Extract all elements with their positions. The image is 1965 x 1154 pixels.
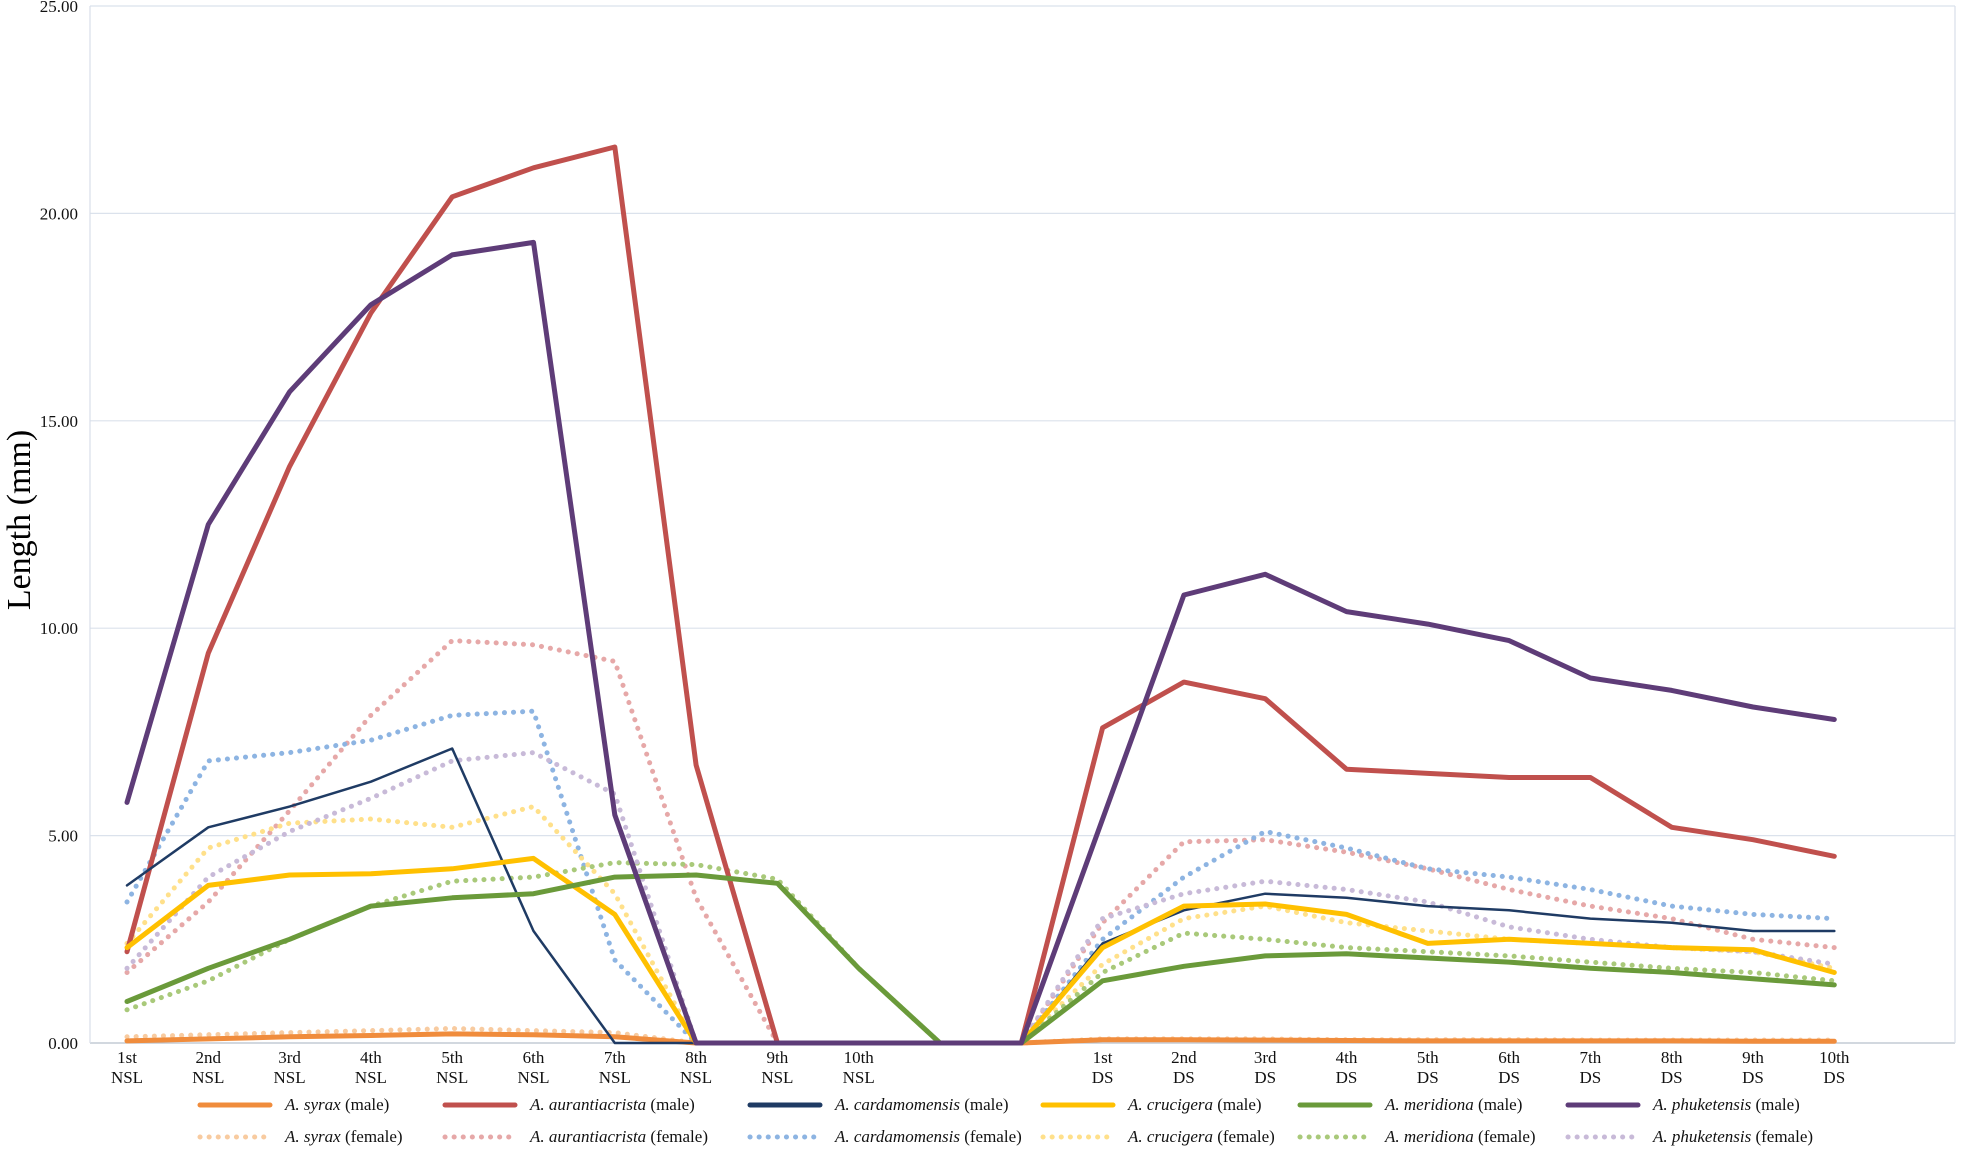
legend-label: A. cardamomensis (female): [834, 1127, 1022, 1146]
gridlines: [89, 5, 1956, 1044]
x-tick-sublabel: DS: [1742, 1068, 1764, 1087]
x-tick-label: 3rd: [1254, 1048, 1277, 1067]
legend-species: A. aurantiacrista: [529, 1127, 646, 1146]
legend-species: A. crucigera: [1127, 1095, 1213, 1114]
y-tick-label: 25.00: [40, 0, 78, 16]
x-tick-label: 3rd: [278, 1048, 301, 1067]
x-tick-sublabel: NSL: [111, 1068, 143, 1087]
legend-sex: (female): [960, 1127, 1022, 1146]
x-tick-label: 6th: [1498, 1048, 1520, 1067]
series-line-a-aurantiacrista-female: [124, 638, 1837, 1046]
legend-species: A. crucigera: [1127, 1127, 1213, 1146]
series-line-a-meridiona-female: [124, 860, 1837, 1046]
x-tick-sublabel: NSL: [843, 1068, 875, 1087]
x-tick-label: 10th: [1819, 1048, 1850, 1067]
legend-label: A. syrax (female): [284, 1127, 403, 1146]
x-tick-sublabel: DS: [1092, 1068, 1114, 1087]
x-tick-label: 8th: [685, 1048, 707, 1067]
x-tick-sublabel: DS: [1336, 1068, 1358, 1087]
y-axis-label: Length (mm): [1, 430, 38, 610]
series-lines: [124, 144, 1837, 1046]
x-tick-label: 5th: [1417, 1048, 1439, 1067]
x-tick-label: 9th: [1742, 1048, 1764, 1067]
x-tick-sublabel: NSL: [274, 1068, 306, 1087]
legend-species: A. syrax: [284, 1127, 341, 1146]
x-tick-sublabel: DS: [1254, 1068, 1276, 1087]
x-tick-label: 6th: [523, 1048, 545, 1067]
x-tick-sublabel: NSL: [192, 1068, 224, 1087]
y-tick-label: 0.00: [48, 1034, 78, 1053]
legend-label: A. crucigera (female): [1127, 1127, 1275, 1146]
legend-species: A. meridiona: [1384, 1127, 1474, 1146]
series-line-a-cardamomensis-female: [124, 708, 1837, 1046]
y-tick-label: 10.00: [40, 619, 78, 638]
legend-sex: (female): [646, 1127, 708, 1146]
legend-sex: (female): [1751, 1127, 1813, 1146]
legend-species: A. cardamomensis: [834, 1127, 960, 1146]
x-tick-sublabel: DS: [1580, 1068, 1602, 1087]
legend-label: A. crucigera (male): [1127, 1095, 1262, 1114]
legend-species: A. aurantiacrista: [529, 1095, 646, 1114]
x-tick-label: 7th: [604, 1048, 626, 1067]
x-tick-sublabel: NSL: [680, 1068, 712, 1087]
x-tick-label: 2nd: [1171, 1048, 1197, 1067]
x-tick-sublabel: NSL: [599, 1068, 631, 1087]
legend-sex: (male): [1474, 1095, 1523, 1114]
x-tick-sublabel: NSL: [355, 1068, 387, 1087]
legend-sex: (male): [1213, 1095, 1262, 1114]
x-tick-label: 7th: [1580, 1048, 1602, 1067]
y-tick-label: 5.00: [48, 827, 78, 846]
y-tick-label: 15.00: [40, 412, 78, 431]
x-tick-label: 8th: [1661, 1048, 1683, 1067]
x-tick-label: 9th: [767, 1048, 789, 1067]
x-tick-label: 4th: [1336, 1048, 1358, 1067]
x-tick-sublabel: DS: [1417, 1068, 1439, 1087]
x-tick-sublabel: DS: [1661, 1068, 1683, 1087]
legend-label: A. phuketensis (male): [1652, 1095, 1800, 1114]
x-tick-label: 1st: [1093, 1048, 1113, 1067]
legend-sex: (male): [1751, 1095, 1800, 1114]
x-tick-label: 1st: [117, 1048, 137, 1067]
series-line-a-aurantiacrista-male: [124, 144, 1837, 1046]
legend-sex: (male): [341, 1095, 390, 1114]
legend-species: A. phuketensis: [1652, 1127, 1752, 1146]
x-tick-sublabel: DS: [1823, 1068, 1845, 1087]
legend: A. syrax (male) A. aurantiacrista (male) A…: [197, 1095, 1813, 1146]
legend-sex: (female): [341, 1127, 403, 1146]
legend-sex: (female): [1474, 1127, 1536, 1146]
x-tick-sublabel: DS: [1173, 1068, 1195, 1087]
x-tick-sublabel: DS: [1498, 1068, 1520, 1087]
legend-label: A. aurantiacrista (female): [529, 1127, 708, 1146]
x-tick-label: 5th: [441, 1048, 463, 1067]
series-line-a-crucigera-male: [124, 855, 1837, 1046]
y-tick-label: 20.00: [40, 204, 78, 223]
legend-sex: (female): [1213, 1127, 1275, 1146]
x-tick-label: 2nd: [196, 1048, 222, 1067]
x-tick-sublabel: NSL: [436, 1068, 468, 1087]
legend-label: A. meridiona (male): [1384, 1095, 1522, 1114]
x-tick-label: 4th: [360, 1048, 382, 1067]
legend-label: A. meridiona (female): [1384, 1127, 1536, 1146]
legend-label: A. syrax (male): [284, 1095, 389, 1114]
legend-label: A. cardamomensis (male): [834, 1095, 1009, 1114]
legend-sex: (male): [960, 1095, 1009, 1114]
series-line-a-phuketensis-male: [124, 239, 1837, 1046]
legend-label: A. aurantiacrista (male): [529, 1095, 695, 1114]
legend-sex: (male): [646, 1095, 695, 1114]
legend-species: A. phuketensis: [1652, 1095, 1752, 1114]
x-tick-sublabel: NSL: [517, 1068, 549, 1087]
series-line-a-phuketensis-female: [124, 750, 1837, 1046]
y-axis-ticks: 0.00 5.00 10.00 15.00 20.00 25.00: [40, 0, 78, 1053]
legend-species: A. syrax: [284, 1095, 341, 1114]
legend-species: A. meridiona: [1384, 1095, 1474, 1114]
series-line-a-crucigera-female: [124, 804, 1837, 1046]
legend-label: A. phuketensis (female): [1652, 1127, 1813, 1146]
x-tick-label: 10th: [844, 1048, 875, 1067]
x-axis-ticks: 1stNSL2ndNSL3rdNSL4thNSL5thNSL6thNSL7thN…: [111, 1048, 1850, 1087]
x-tick-sublabel: NSL: [761, 1068, 793, 1087]
legend-species: A. cardamomensis: [834, 1095, 960, 1114]
